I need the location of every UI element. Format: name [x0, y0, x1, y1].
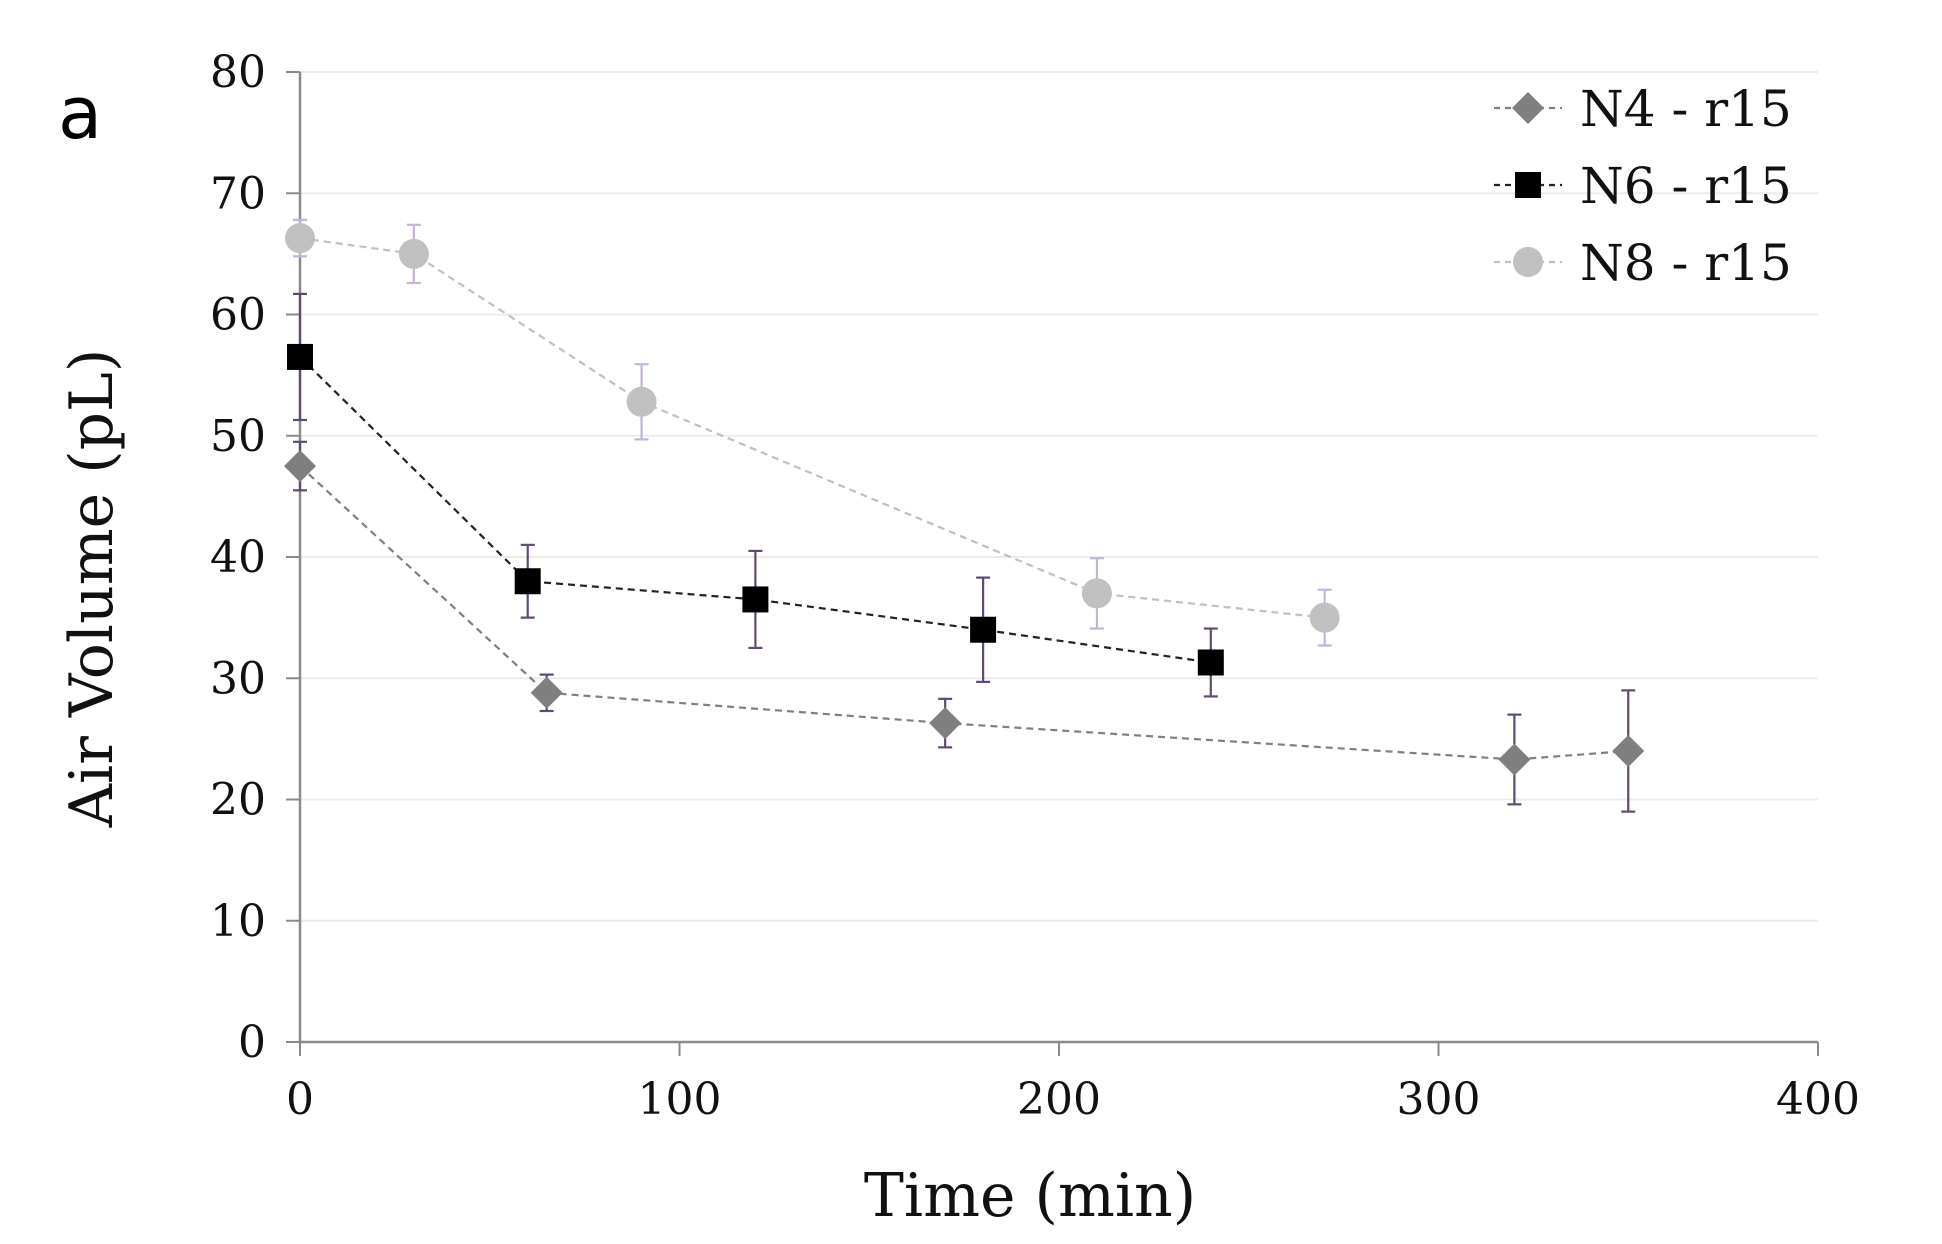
legend-label: N4 - r15 — [1580, 80, 1792, 138]
tick-labels: 0 10 20 30 40 50 60 70 80 0 100 200 300 400 — [210, 47, 1860, 1125]
y-tick-label: 10 — [210, 896, 266, 947]
legend-label: N8 - r15 — [1580, 234, 1792, 292]
data-point-n8 — [1309, 602, 1340, 633]
legend-marker — [1512, 92, 1544, 124]
series-line-n6 — [299, 356, 1211, 664]
data-point-n4 — [929, 707, 962, 740]
data-point-n8 — [1081, 578, 1112, 609]
y-tick-label: 80 — [210, 47, 266, 98]
x-tick-label: 200 — [1017, 1074, 1101, 1125]
x-tick-label: 300 — [1397, 1074, 1481, 1125]
legend-item-n4: N4 - r15 — [1494, 80, 1792, 138]
y-tick-label: 50 — [210, 411, 266, 462]
panel-label: a — [58, 71, 102, 155]
y-tick-label: 0 — [238, 1017, 266, 1068]
legend-item-n6: N6 - r15 — [1494, 157, 1792, 215]
y-tick-label: 70 — [210, 168, 266, 219]
legend: N4 - r15 N6 - r15 N8 - r15 — [1494, 80, 1792, 292]
data-point-n8 — [398, 238, 429, 269]
y-axis-title: Air Volume (pL) — [57, 349, 127, 829]
series-layer — [284, 218, 1645, 813]
gridlines — [300, 71, 1818, 922]
data-point-n8 — [626, 386, 657, 417]
y-tick-label: 20 — [210, 775, 266, 826]
x-tick-label: 100 — [638, 1074, 722, 1125]
data-point-n6 — [514, 568, 541, 595]
x-axis-title: Time (min) — [864, 1161, 1196, 1231]
data-point-n4 — [530, 676, 563, 709]
axes — [286, 71, 1819, 1056]
data-point-n6 — [970, 616, 997, 643]
series-n8 — [285, 218, 1340, 647]
series-line-n8 — [299, 237, 1325, 619]
data-point-n6 — [287, 343, 313, 370]
data-point-n4 — [1612, 735, 1645, 767]
legend-label: N6 - r15 — [1580, 157, 1792, 215]
series-n4 — [284, 440, 1645, 813]
data-point-n8 — [285, 223, 315, 254]
x-tick-label: 0 — [286, 1074, 314, 1125]
data-point-n6 — [742, 586, 769, 613]
data-point-n4 — [1498, 743, 1531, 776]
series-n6 — [287, 292, 1224, 698]
y-tick-label: 30 — [210, 653, 266, 704]
y-tick-label: 60 — [210, 290, 266, 341]
series-line-n4 — [299, 465, 1629, 761]
data-point-n6 — [1197, 649, 1224, 676]
x-tick-label: 400 — [1776, 1074, 1860, 1125]
legend-marker — [1515, 172, 1541, 198]
y-tick-label: 40 — [210, 532, 266, 583]
legend-item-n8: N8 - r15 — [1494, 234, 1792, 292]
legend-marker — [1513, 247, 1543, 277]
data-point-n4 — [284, 450, 316, 483]
